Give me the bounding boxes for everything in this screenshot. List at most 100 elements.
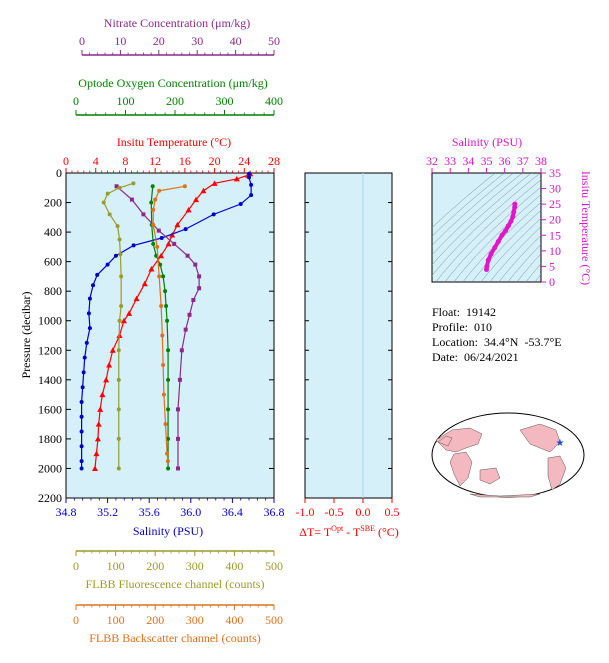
- salinity-point: [87, 326, 92, 331]
- ts-point: [503, 228, 509, 234]
- backscatter-tick-label: 400: [225, 613, 243, 627]
- salinity-point: [80, 385, 85, 390]
- oxygen-point: [166, 436, 171, 441]
- pressure-tick-label: 2200: [38, 491, 62, 505]
- temperature-point: [106, 362, 113, 368]
- temperature-tick-label: 4: [93, 154, 99, 168]
- ts-salinity-tick-label: 35: [481, 154, 493, 168]
- south-america-land: [547, 455, 567, 491]
- ts-temperature-tick-label: 0: [549, 275, 555, 289]
- density-contour: [432, 173, 496, 228]
- pressure-tick-label: 1200: [38, 343, 62, 357]
- oxygen-point: [151, 241, 156, 246]
- delta-t-tick-label: -0.5: [325, 505, 344, 519]
- oxygen-point: [164, 303, 169, 308]
- density-contour: [435, 179, 541, 282]
- temperature-point: [185, 206, 192, 213]
- oxygen-point: [166, 348, 171, 353]
- backscatter-point: [163, 422, 168, 427]
- ts-temperature-tick-label: 25: [549, 197, 561, 211]
- salinity-point: [247, 175, 252, 180]
- nitrate-point: [176, 407, 180, 412]
- ts-temperature-tick-label: 10: [549, 244, 561, 258]
- ts-temperature-tick-label: 20: [549, 213, 561, 227]
- salinity-tick-label: 35.2: [97, 505, 118, 519]
- density-contour: [498, 234, 541, 282]
- salinity-tick-label: 36.4: [222, 505, 243, 519]
- ts-point: [488, 251, 494, 257]
- antarctica-land: [469, 493, 541, 498]
- oxygen-point: [150, 184, 155, 189]
- density-contour: [432, 173, 523, 256]
- ts-point: [492, 245, 498, 251]
- salinity-point: [247, 171, 252, 176]
- profile-number: Profile: 010: [432, 320, 492, 334]
- ts-point: [499, 232, 505, 238]
- ts-temperature-tick-label: 5: [549, 259, 555, 273]
- oxygen-point: [166, 377, 171, 382]
- oxygen-point: [165, 318, 170, 323]
- nitrate-point: [176, 466, 180, 471]
- backscatter-point: [151, 207, 156, 212]
- temperature-tick-label: 12: [149, 154, 161, 168]
- oxygen-tick-label: 300: [216, 94, 234, 108]
- salinity-tick-label: 36.8: [264, 505, 285, 519]
- temperature-point: [126, 310, 133, 316]
- oxygen-point: [161, 274, 166, 279]
- salinity-axis-title: Salinity (PSU): [133, 524, 203, 538]
- temperature-point: [193, 196, 199, 203]
- ts-point: [484, 263, 490, 269]
- fluorescence-point: [118, 252, 123, 257]
- density-contour: [432, 173, 514, 246]
- nitrate-axis: Nitrate Concentration (μm/kg) 0 10 20 30 40 5…: [79, 16, 280, 56]
- salinity-point: [79, 459, 84, 464]
- fluorescence-point: [131, 181, 136, 186]
- salinity-point: [211, 212, 216, 217]
- density-contour: [480, 217, 541, 282]
- nitrate-point: [187, 312, 192, 317]
- nitrate-tick-label: 40: [230, 34, 242, 48]
- salinity-point: [79, 399, 84, 404]
- ts-salinity-tick-label: 32: [426, 154, 438, 168]
- map-continents: [435, 423, 567, 498]
- oxygen-point: [166, 466, 171, 471]
- oxygen-tick-label: 400: [265, 94, 283, 108]
- salinity-point: [81, 370, 86, 375]
- salinity-point: [79, 466, 84, 471]
- fluorescence-point: [116, 407, 121, 412]
- ts-salinity-tick-label: 34: [462, 154, 474, 168]
- backscatter-tick-label: 0: [73, 613, 79, 627]
- pressure-tick-label: 1400: [38, 373, 62, 387]
- nitrate-point: [185, 253, 190, 258]
- backscatter-point: [151, 222, 156, 227]
- density-contour: [453, 194, 541, 282]
- ts-temperature-tick-label: 35: [549, 166, 561, 180]
- ts-point: [495, 239, 501, 245]
- density-contour: [432, 173, 541, 276]
- fluorescence-point: [117, 185, 122, 190]
- temperature-point: [97, 406, 104, 412]
- africa-land: [449, 451, 473, 487]
- temperature-point: [169, 232, 176, 238]
- salinity-point: [87, 296, 92, 301]
- backscatter-axis: 0 100 200 300 400 500 FLBB Backscatter channe…: [73, 604, 283, 645]
- salinity-point: [79, 414, 84, 419]
- salinity-tick-label: 35.6: [139, 505, 160, 519]
- pressure-tick-label: 0: [56, 166, 62, 180]
- oxygen-axis-title: Optode Oxygen Concentration (μm/kg): [78, 76, 267, 90]
- fluorescence-point: [117, 237, 122, 242]
- world-map: ★: [431, 412, 585, 498]
- nitrate-point: [197, 274, 202, 279]
- pressure-tick-label: 800: [44, 284, 62, 298]
- nitrate-point: [114, 184, 119, 189]
- delta-t-plot-area: [304, 172, 393, 499]
- salinity-point: [79, 444, 84, 449]
- oxygen-point: [149, 200, 154, 205]
- temperature-point: [141, 280, 148, 287]
- salinity-profile-line: [80, 173, 252, 469]
- fluorescence-profile-line: [103, 182, 134, 469]
- fluorescence-point: [116, 466, 121, 471]
- salinity-series: [79, 171, 254, 471]
- temperature-tick-label: 0: [63, 154, 69, 168]
- nitrate-point: [191, 298, 196, 303]
